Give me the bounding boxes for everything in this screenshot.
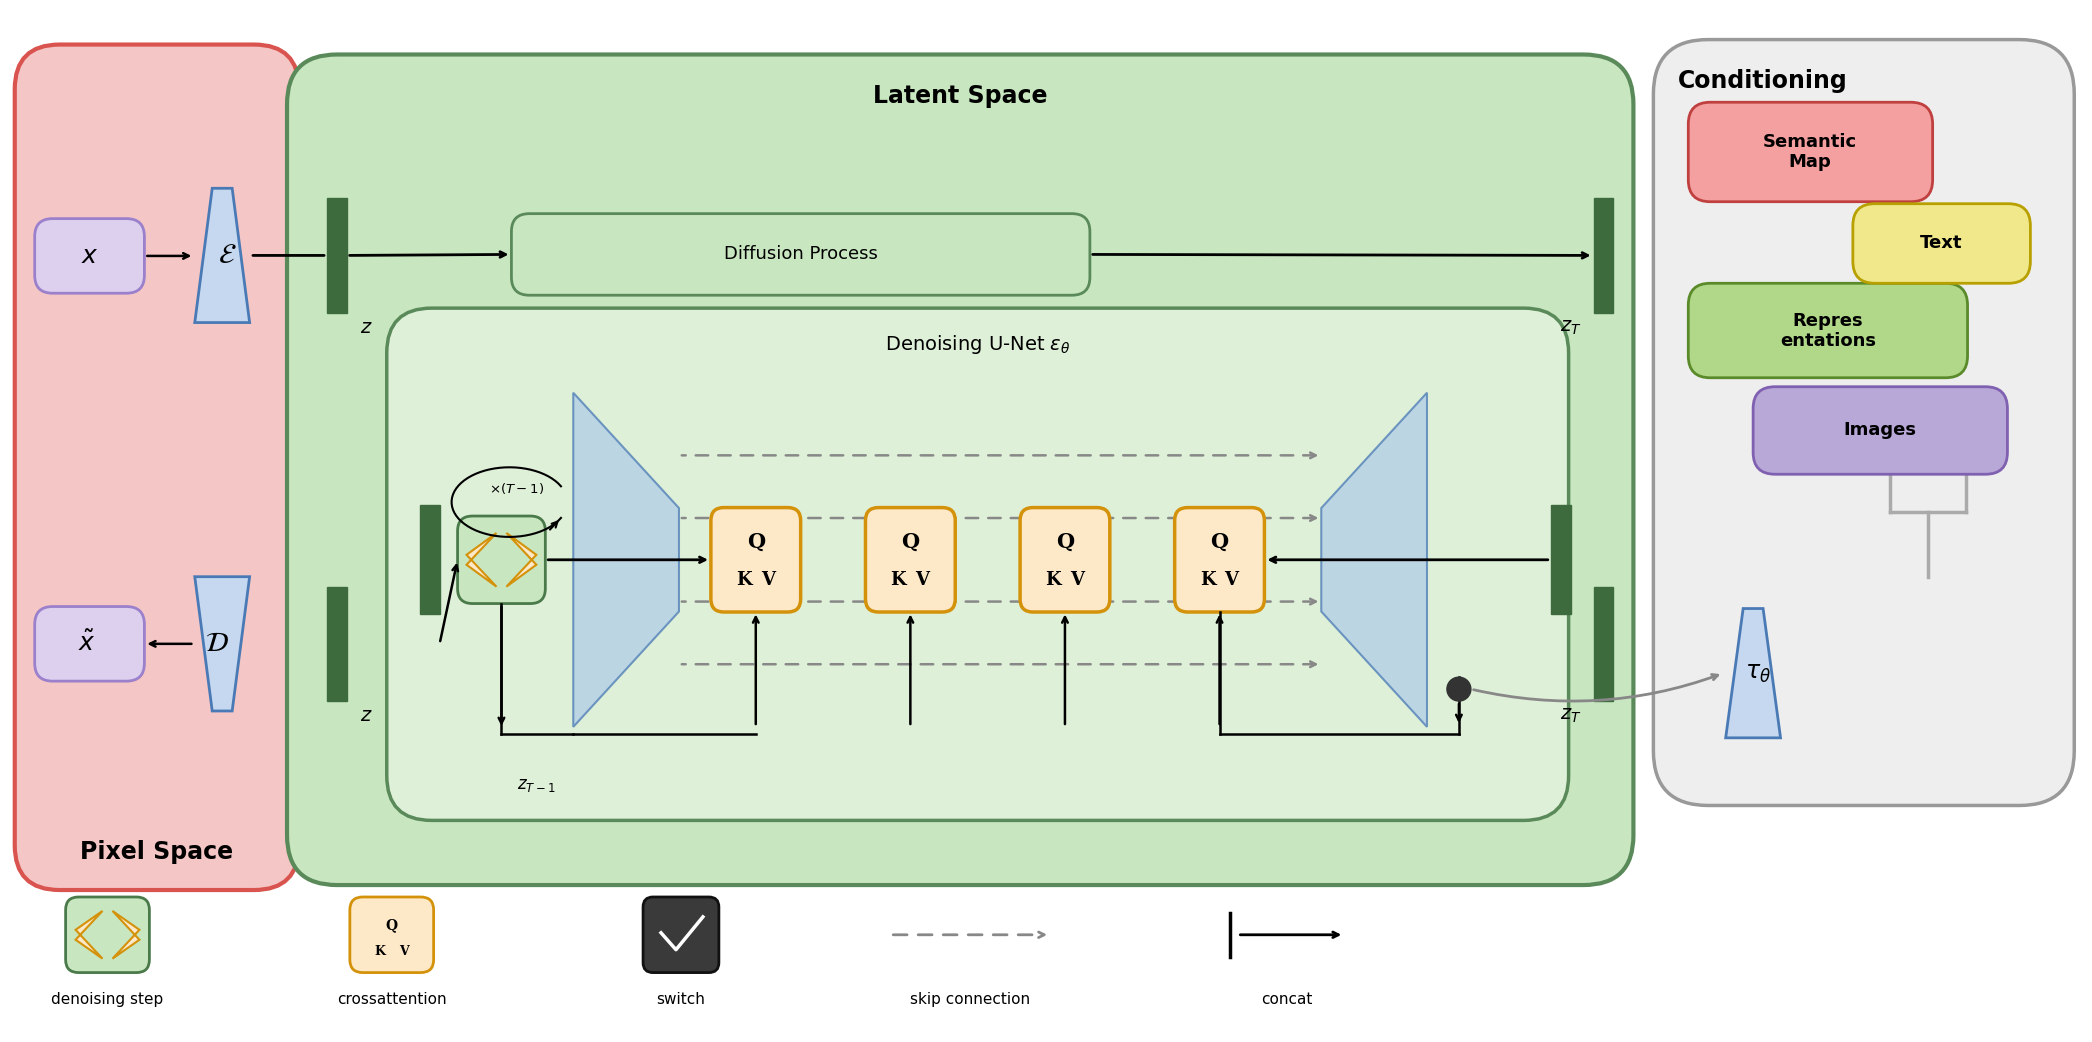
FancyBboxPatch shape — [1021, 507, 1111, 612]
Polygon shape — [195, 189, 249, 323]
FancyBboxPatch shape — [1854, 203, 2031, 283]
FancyBboxPatch shape — [36, 219, 144, 293]
Text: crossattention: crossattention — [337, 992, 446, 1007]
Text: V: V — [761, 571, 774, 589]
Text: $\mathcal{E}$: $\mathcal{E}$ — [218, 242, 236, 269]
Polygon shape — [113, 911, 140, 959]
Text: V: V — [400, 945, 408, 959]
FancyBboxPatch shape — [15, 45, 299, 890]
Text: concat: concat — [1261, 992, 1312, 1007]
FancyBboxPatch shape — [866, 507, 956, 612]
FancyBboxPatch shape — [1753, 387, 2008, 474]
Text: Denoising U-Net $\epsilon_\theta$: Denoising U-Net $\epsilon_\theta$ — [885, 333, 1071, 356]
FancyBboxPatch shape — [287, 54, 1634, 885]
Text: Text: Text — [1920, 234, 1962, 252]
Text: $\tau_\theta$: $\tau_\theta$ — [1745, 662, 1772, 686]
Text: skip connection: skip connection — [910, 992, 1029, 1007]
FancyBboxPatch shape — [510, 214, 1090, 295]
Text: Conditioning: Conditioning — [1678, 70, 1847, 94]
Text: Pixel Space: Pixel Space — [79, 840, 234, 864]
Text: $\mathcal{D}$: $\mathcal{D}$ — [205, 630, 230, 658]
FancyBboxPatch shape — [349, 897, 433, 972]
Text: denoising step: denoising step — [52, 992, 163, 1007]
Text: K: K — [1046, 571, 1061, 589]
Text: $z_{T-1}$: $z_{T-1}$ — [517, 777, 556, 794]
Text: Latent Space: Latent Space — [872, 84, 1048, 108]
FancyBboxPatch shape — [65, 897, 149, 972]
FancyBboxPatch shape — [642, 897, 720, 972]
Text: $\times(T-1)$: $\times(T-1)$ — [490, 480, 544, 496]
FancyBboxPatch shape — [1174, 507, 1264, 612]
Text: Q: Q — [1056, 531, 1073, 552]
Bar — [326, 587, 347, 701]
FancyBboxPatch shape — [1688, 283, 1969, 378]
Text: Q: Q — [902, 531, 918, 552]
Text: $z$: $z$ — [360, 319, 372, 337]
Polygon shape — [573, 393, 680, 727]
Text: V: V — [1069, 571, 1084, 589]
Polygon shape — [75, 911, 103, 959]
Circle shape — [1448, 677, 1471, 701]
Text: $z_T$: $z_T$ — [1561, 319, 1582, 338]
Text: Q: Q — [747, 531, 766, 552]
Polygon shape — [467, 532, 496, 587]
Text: K: K — [1199, 571, 1215, 589]
Text: Diffusion Process: Diffusion Process — [724, 246, 877, 264]
Polygon shape — [1726, 609, 1780, 738]
Bar — [1594, 587, 1613, 701]
Text: Images: Images — [1843, 421, 1916, 440]
Text: V: V — [916, 571, 929, 589]
Text: V: V — [1224, 571, 1238, 589]
Polygon shape — [1322, 393, 1427, 727]
Text: K: K — [736, 571, 751, 589]
Bar — [420, 505, 439, 615]
FancyBboxPatch shape — [1653, 40, 2075, 805]
FancyBboxPatch shape — [1688, 102, 1933, 202]
Text: switch: switch — [657, 992, 705, 1007]
Polygon shape — [195, 576, 249, 711]
Bar — [1550, 505, 1571, 615]
FancyBboxPatch shape — [711, 507, 801, 612]
Text: Semantic
Map: Semantic Map — [1764, 132, 1858, 171]
Text: $z_T$: $z_T$ — [1561, 706, 1582, 725]
FancyBboxPatch shape — [36, 606, 144, 681]
Text: Q: Q — [1211, 531, 1228, 552]
Bar — [326, 198, 347, 313]
Polygon shape — [506, 532, 536, 587]
Text: Q: Q — [385, 918, 397, 932]
Text: Repres
entations: Repres entations — [1780, 312, 1877, 350]
Text: K: K — [374, 945, 385, 959]
Bar — [1594, 198, 1613, 313]
Text: $\tilde{x}$: $\tilde{x}$ — [77, 631, 96, 656]
Text: $x$: $x$ — [82, 244, 98, 268]
FancyBboxPatch shape — [387, 308, 1569, 820]
Text: $z$: $z$ — [360, 706, 372, 725]
FancyBboxPatch shape — [458, 516, 546, 603]
Text: K: K — [891, 571, 906, 589]
